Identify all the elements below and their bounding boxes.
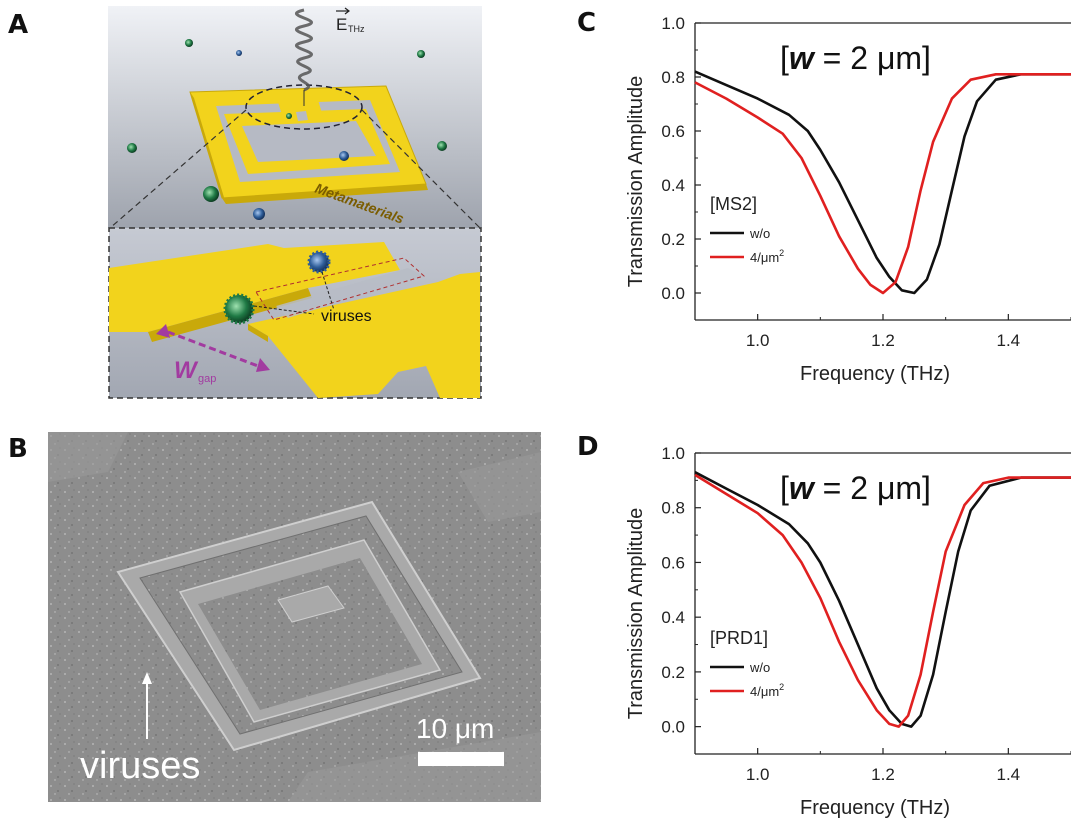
sem-micrograph: viruses 10 μm (48, 432, 541, 802)
gap-width-symbol: W (174, 357, 199, 384)
legend-title: [PRD1] (710, 628, 768, 648)
x-tick-label: 1.2 (871, 331, 895, 350)
transmission-chart-prd1: 0.0 0.2 0.4 0.6 0.8 1.0 1.0 1.2 1.4 Frequency (TH… (625, 444, 1071, 819)
series-line-with-virus (694, 73, 1071, 295)
field-label: E THz (336, 7, 365, 34)
annotation-bracket: [ (780, 40, 789, 76)
x-axis-label: Frequency (THz) (800, 363, 950, 385)
series-line-without (694, 70, 1071, 295)
legend-label: w/o (749, 226, 770, 241)
gap-width-subscript: gap (198, 373, 216, 385)
y-tick-label: 0.2 (661, 663, 685, 682)
panel-label-c: C (577, 8, 597, 38)
y-tick-label: 0.8 (661, 499, 685, 518)
legend-label-base: 4/μm (750, 684, 779, 699)
field-subscript: THz (348, 24, 365, 34)
annotation-bracket: [ (780, 470, 789, 506)
x-axis-label: Frequency (THz) (800, 797, 950, 819)
y-axis-label: Transmission Amplitude (625, 508, 647, 720)
annotation-variable: w (789, 40, 816, 76)
x-tick-label: 1.2 (871, 765, 895, 784)
zoom-line-right (361, 109, 481, 229)
series-line-with-virus (694, 473, 1071, 728)
metamaterial-schematic: E THz Metamaterials (108, 6, 482, 399)
y-tick-label: 0.8 (661, 68, 685, 87)
panel-label-b: B (8, 434, 28, 464)
legend-label: w/o (749, 660, 770, 675)
gap-zoom-inset: viruses W gap (108, 227, 482, 399)
thz-wave-icon (295, 8, 313, 92)
panel-label-a: A (8, 10, 29, 40)
legend-title: [MS2] (710, 194, 757, 214)
field-e-symbol: E (336, 15, 347, 34)
schematic-svg: E THz Metamaterials (108, 6, 482, 399)
metamaterial-ring (189, 85, 428, 204)
legend-label-base: 4/μm (750, 250, 779, 265)
y-tick-label: 0.4 (661, 608, 685, 627)
width-annotation: [w = 2 μm] (780, 40, 931, 76)
legend-label: 4/μm2 (750, 682, 784, 699)
legend-label: 4/μm2 (750, 248, 784, 265)
sem-split-ring (116, 500, 482, 752)
x-tick-label: 1.4 (997, 765, 1021, 784)
legend-label-superscript: 2 (779, 682, 784, 692)
y-tick-label: 0.0 (661, 284, 685, 303)
x-tick-label: 1.0 (746, 765, 770, 784)
y-tick-label: 1.0 (661, 14, 685, 33)
y-tick-label: 0.6 (661, 553, 685, 572)
inset-viruses-label: viruses (321, 308, 372, 325)
legend-label-superscript: 2 (779, 248, 784, 258)
zoom-line-left (109, 109, 247, 229)
y-tick-label: 0.0 (661, 718, 685, 737)
y-axis-label: Transmission Amplitude (625, 76, 647, 288)
x-tick-label: 1.4 (997, 331, 1021, 350)
sem-svg: viruses 10 μm (48, 432, 541, 802)
y-tick-label: 0.2 (661, 230, 685, 249)
chart-c-container: 0.0 0.2 0.4 0.6 0.8 1.0 1.0 1.2 1.4 Frequency (TH… (612, 0, 1071, 400)
annotation-variable: w (789, 470, 816, 506)
virus-particles-top (127, 39, 447, 220)
width-annotation: [w = 2 μm] (780, 470, 931, 506)
scale-bar-label: 10 μm (416, 713, 494, 744)
y-tick-label: 0.4 (661, 176, 685, 195)
scale-bar (418, 752, 504, 766)
y-tick-label: 0.6 (661, 122, 685, 141)
panel-label-d: D (577, 432, 599, 462)
annotation-value: = 2 μm] (814, 470, 931, 506)
annotation-value: = 2 μm] (814, 40, 931, 76)
transmission-chart-ms2: 0.0 0.2 0.4 0.6 0.8 1.0 1.0 1.2 1.4 Frequency (TH… (625, 14, 1071, 385)
y-tick-label: 1.0 (661, 444, 685, 463)
gap-highlight-ellipse (245, 84, 363, 130)
chart-d-container: 0.0 0.2 0.4 0.6 0.8 1.0 1.0 1.2 1.4 Frequency (TH… (612, 424, 1071, 831)
sem-viruses-label: viruses (80, 745, 200, 787)
x-tick-label: 1.0 (746, 331, 770, 350)
